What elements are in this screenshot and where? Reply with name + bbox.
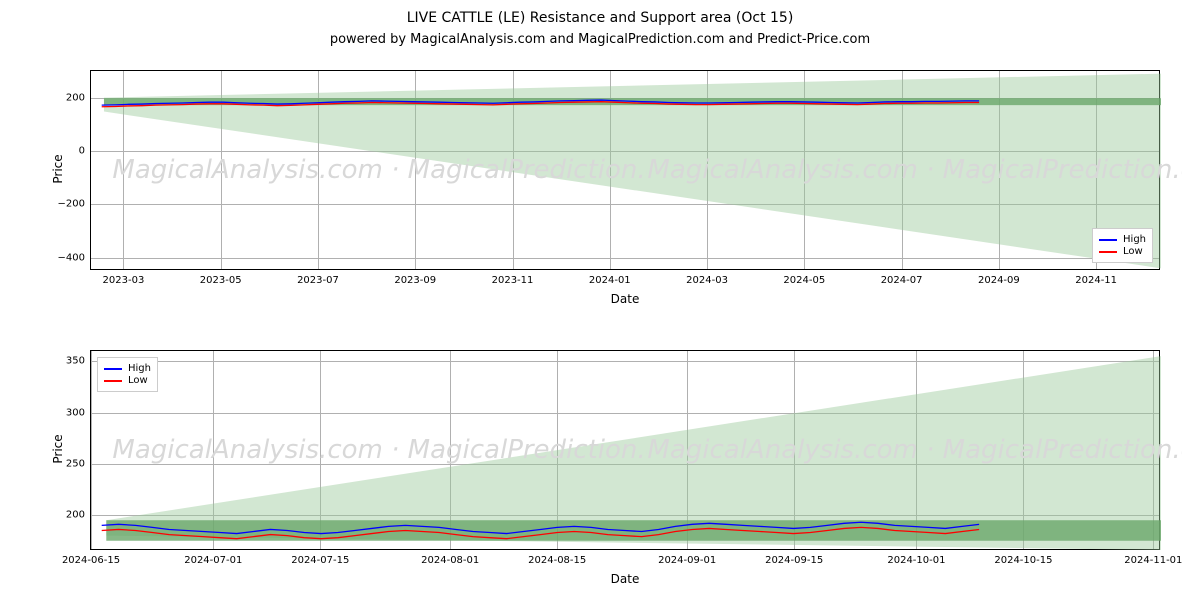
- y-tick-label: 350: [66, 356, 91, 367]
- y-tick-label: −400: [58, 252, 91, 263]
- x-axis-label-top: Date: [595, 292, 655, 306]
- x-tick-label: 2024-09: [978, 269, 1020, 286]
- x-tick-label: 2024-07-01: [184, 549, 242, 566]
- x-tick-label: 2024-09-15: [765, 549, 823, 566]
- legend-swatch: [104, 368, 122, 370]
- y-tick-label: 0: [79, 146, 91, 157]
- x-tick-label: 2024-10-15: [994, 549, 1052, 566]
- legend-item: Low: [104, 375, 151, 386]
- y-tick-label: 200: [66, 510, 91, 521]
- x-tick-label: 2024-06-15: [62, 549, 120, 566]
- x-tick-label: 2023-03: [103, 269, 145, 286]
- chart-title: LIVE CATTLE (LE) Resistance and Support …: [0, 10, 1200, 26]
- x-tick-label: 2024-11-01: [1124, 549, 1182, 566]
- x-tick-label: 2024-03: [686, 269, 728, 286]
- legend-item: High: [104, 363, 151, 374]
- legend-box: HighLow: [1092, 228, 1153, 263]
- x-tick-label: 2024-01: [589, 269, 631, 286]
- x-tick-label: 2024-09-01: [658, 549, 716, 566]
- x-tick-label: 2023-09: [394, 269, 436, 286]
- x-tick-label: 2023-05: [200, 269, 242, 286]
- legend-box: HighLow: [97, 357, 158, 392]
- x-axis-label-bottom: Date: [595, 572, 655, 586]
- legend-swatch: [1099, 239, 1117, 241]
- y-axis-label-bottom: Price: [51, 419, 65, 479]
- y-tick-label: 300: [66, 407, 91, 418]
- legend-swatch: [104, 380, 122, 382]
- chart-panel-bottom: 2002503003502024-06-152024-07-012024-07-…: [90, 350, 1160, 550]
- chart-panel-top: −400−20002002023-032023-052023-072023-09…: [90, 70, 1160, 270]
- legend-item: Low: [1099, 246, 1146, 257]
- chart-svg: [91, 351, 1161, 551]
- legend-label: Low: [1123, 246, 1143, 257]
- legend-swatch: [1099, 251, 1117, 253]
- legend-label: High: [1123, 234, 1146, 245]
- x-tick-label: 2024-11: [1075, 269, 1117, 286]
- legend-item: High: [1099, 234, 1146, 245]
- x-tick-label: 2024-07: [881, 269, 923, 286]
- x-tick-label: 2023-11: [492, 269, 534, 286]
- legend-label: High: [128, 363, 151, 374]
- chart-subtitle: powered by MagicalAnalysis.com and Magic…: [0, 32, 1200, 47]
- x-tick-label: 2023-07: [297, 269, 339, 286]
- x-tick-label: 2024-05: [783, 269, 825, 286]
- y-axis-label-top: Price: [51, 139, 65, 199]
- x-tick-label: 2024-08-15: [528, 549, 586, 566]
- y-tick-label: −200: [58, 199, 91, 210]
- legend-label: Low: [128, 375, 148, 386]
- y-tick-label: 250: [66, 458, 91, 469]
- chart-svg: [91, 71, 1161, 271]
- x-tick-label: 2024-07-15: [291, 549, 349, 566]
- y-tick-label: 200: [66, 92, 91, 103]
- x-tick-label: 2024-10-01: [887, 549, 945, 566]
- x-tick-label: 2024-08-01: [421, 549, 479, 566]
